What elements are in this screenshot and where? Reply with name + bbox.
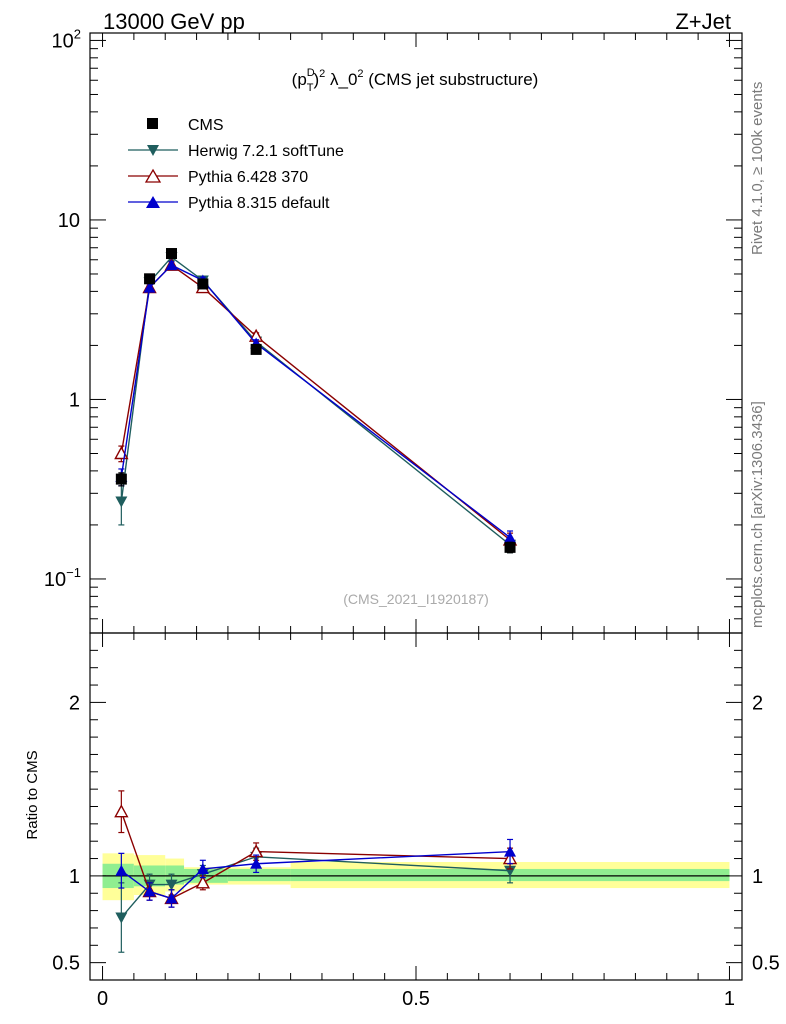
header-right: Z+Jet bbox=[675, 9, 731, 34]
main-point-cms bbox=[166, 248, 177, 260]
main-point-pythia8 bbox=[504, 531, 517, 543]
legend-label-herwig: Herwig 7.2.1 softTune bbox=[188, 143, 344, 160]
main-point-cms bbox=[197, 278, 209, 290]
ratio-point-pythia8 bbox=[196, 862, 209, 874]
main-point-pythia8 bbox=[143, 281, 156, 293]
legend-label-pythia8: Pythia 8.315 default bbox=[188, 195, 330, 212]
ratio-y-tick-label-right: 0.5 bbox=[752, 953, 780, 975]
legend-item-pythia8: Pythia 8.315 default bbox=[128, 195, 330, 212]
analysis-watermark: (CMS_2021_I1920187) bbox=[343, 591, 489, 607]
main-point-cms bbox=[115, 473, 127, 485]
ratio-point-herwig bbox=[115, 912, 128, 924]
legend-marker-cms bbox=[147, 118, 158, 129]
y-tick-label: 102 bbox=[52, 26, 81, 52]
main-point-cms bbox=[504, 541, 516, 553]
ratio-point-herwig bbox=[165, 879, 178, 891]
x-tick-label: 1 bbox=[724, 988, 735, 1010]
legend-label-pythia6: Pythia 6.428 370 bbox=[188, 169, 308, 186]
legend-item-herwig: Herwig 7.2.1 softTune bbox=[128, 143, 344, 160]
x-tick-label: 0 bbox=[97, 988, 108, 1010]
main-point-pythia8 bbox=[165, 259, 178, 271]
ratio-y-tick-label-right: 2 bbox=[752, 692, 763, 714]
ratio-line-pythia8 bbox=[120, 850, 511, 900]
y-tick-label: 10 bbox=[58, 210, 80, 232]
legend-marker-pythia6 bbox=[144, 168, 162, 183]
plot-marks: 0 0.5 1 10−1 1 10 102 0.5 0.5 1 1 2 2 bbox=[44, 26, 780, 1010]
rivet-version-note: Rivet 4.1.0, ≥ 100k events bbox=[749, 82, 766, 255]
ratio-point-pythia8 bbox=[250, 857, 263, 869]
ratio-point-pythia8 bbox=[115, 864, 128, 876]
ratio-point-pythia8 bbox=[143, 885, 156, 897]
y-tick-label: 1 bbox=[69, 389, 80, 411]
ratio-point-pythia8 bbox=[165, 892, 178, 904]
main-plot-title: (pD T)2 λ_02 (CMS jet substructure) bbox=[292, 67, 539, 94]
ratio-plot-frame bbox=[89, 632, 743, 981]
legend-item-cms: CMS bbox=[147, 117, 224, 134]
mcplots-note: mcplots.cern.ch [arXiv:1306.3436] bbox=[749, 401, 766, 628]
y-tick-label: 10−1 bbox=[44, 565, 81, 591]
ratio-line-pythia6 bbox=[120, 811, 511, 900]
main-point-cms bbox=[250, 343, 262, 355]
x-tick-label: 0.5 bbox=[402, 988, 430, 1010]
legend-marker-herwig bbox=[147, 145, 159, 156]
legend-item-pythia6: Pythia 6.428 370 bbox=[128, 168, 308, 186]
main-point-herwig bbox=[115, 496, 128, 508]
main-point-cms bbox=[144, 273, 156, 285]
ratio-y-tick-label-right: 1 bbox=[752, 866, 763, 888]
main-line-herwig bbox=[120, 256, 511, 546]
ratio-point-pythia6 bbox=[114, 804, 129, 818]
main-line-pythia8 bbox=[120, 264, 511, 539]
ratio-point-pythia8 bbox=[504, 845, 517, 857]
ratio-y-tick-label-left: 2 bbox=[69, 692, 80, 714]
legend-marker-pythia8 bbox=[146, 196, 160, 208]
ratio-y-axis-label: Ratio to CMS bbox=[24, 750, 41, 839]
ratio-y-tick-label-left: 0.5 bbox=[52, 953, 80, 975]
ratio-point-pythia6 bbox=[195, 875, 211, 889]
header-left: 13000 GeV pp bbox=[103, 9, 245, 34]
legend-label-cms: CMS bbox=[188, 117, 224, 134]
ratio-y-tick-label-left: 1 bbox=[69, 866, 80, 888]
ratio-line-herwig bbox=[120, 856, 511, 918]
legend: CMS Herwig 7.2.1 softTune Pythia 6.428 3… bbox=[128, 117, 344, 212]
ratio-band-inner bbox=[227, 868, 291, 882]
